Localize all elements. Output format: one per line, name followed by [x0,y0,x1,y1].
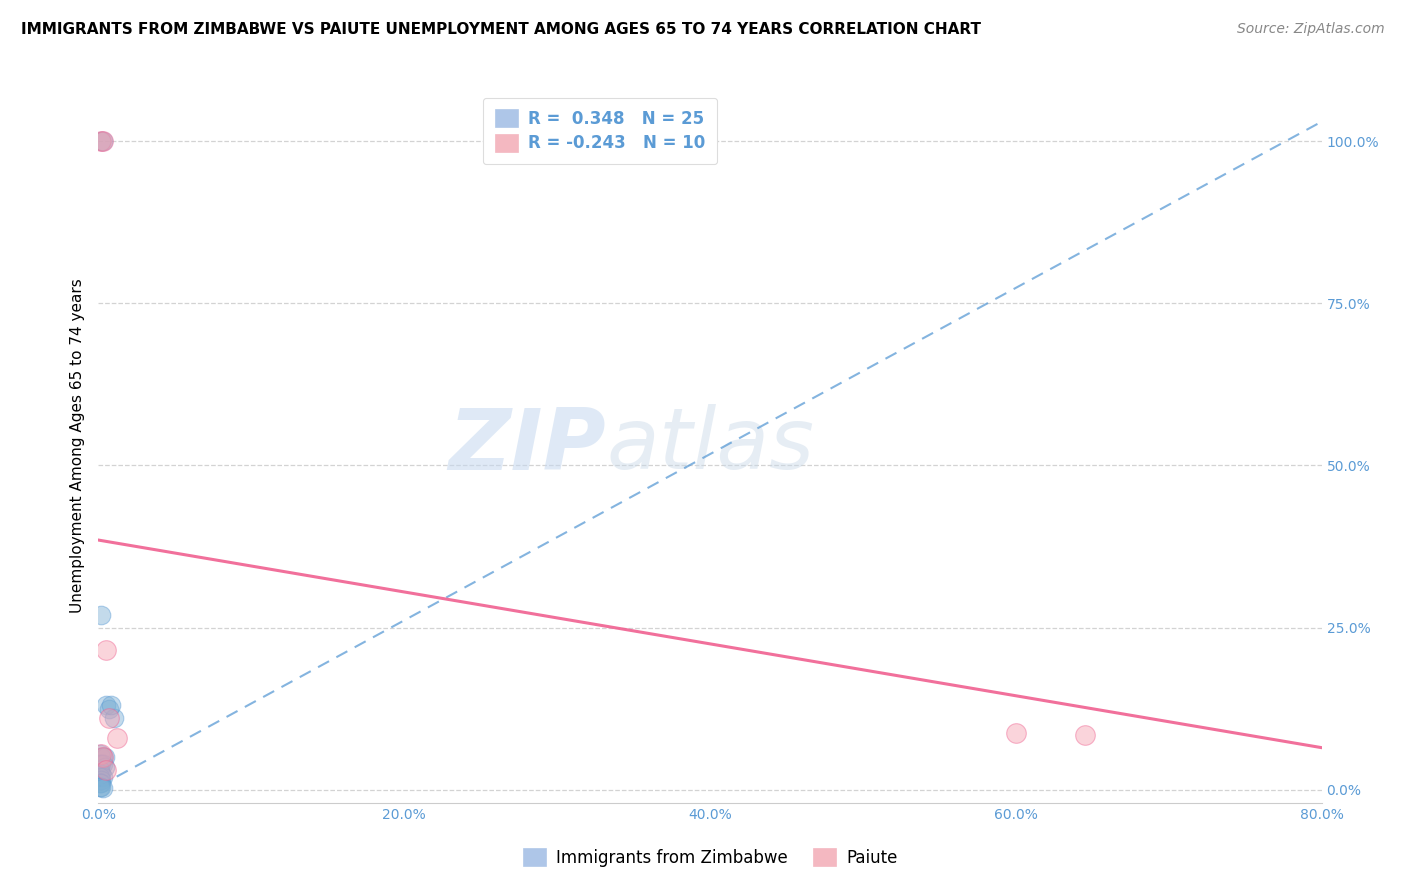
Point [98,702,121,716]
Point [90,607,112,622]
Point [90,134,112,148]
Point [93,760,115,774]
Point [91,780,114,795]
Point [94,643,117,657]
Text: atlas: atlas [606,404,814,488]
Point [103,711,125,725]
Point [91,750,114,764]
Point [90,773,112,788]
Text: ZIP: ZIP [449,404,606,488]
Point [100,698,122,713]
Text: IMMIGRANTS FROM ZIMBABWE VS PAIUTE UNEMPLOYMENT AMONG AGES 65 TO 74 YEARS CORREL: IMMIGRANTS FROM ZIMBABWE VS PAIUTE UNEMP… [21,22,981,37]
Point [89,770,111,784]
Point [90,776,112,790]
Point [89,780,111,794]
Point [105,731,128,745]
Point [89,764,111,778]
Point [89,747,111,761]
Point [91,134,114,148]
Point [98,711,121,725]
Legend: Immigrants from Zimbabwe, Paiute: Immigrants from Zimbabwe, Paiute [513,838,907,877]
Point [91,750,114,764]
Point [90,766,112,780]
Point [1004,725,1026,739]
Point [91,770,114,784]
Point [94,764,117,778]
Point [90,756,112,771]
Point [94,698,117,713]
Point [93,750,115,764]
Point [1073,728,1095,742]
Text: Source: ZipAtlas.com: Source: ZipAtlas.com [1237,22,1385,37]
Point [90,750,112,764]
Point [89,756,111,771]
Point [90,747,112,761]
Point [91,756,114,771]
Point [91,134,114,148]
Y-axis label: Unemployment Among Ages 65 to 74 years: Unemployment Among Ages 65 to 74 years [70,278,86,614]
Point [90,134,112,148]
Point [90,780,112,794]
Point [89,776,111,790]
